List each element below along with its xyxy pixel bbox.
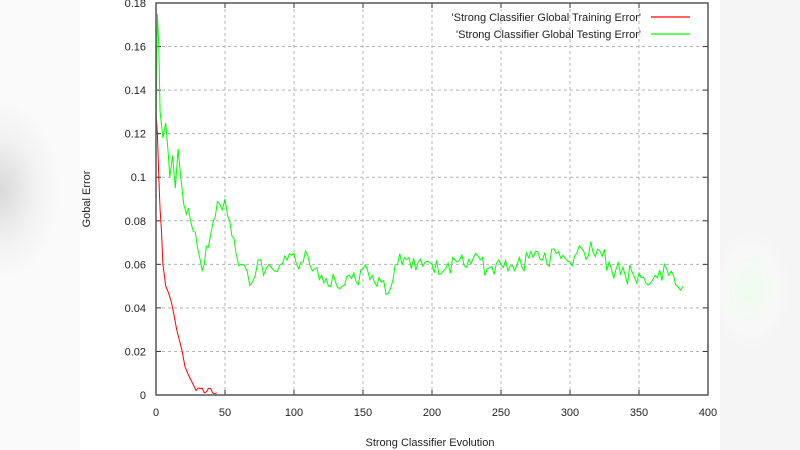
chart-canvas	[80, 0, 720, 450]
legend-label-testing: 'Strong Classifier Global Testing Error'	[456, 29, 641, 41]
x-tick-label: 350	[630, 407, 648, 419]
axis-ticks	[155, 2, 709, 396]
training-error-line	[155, 111, 217, 395]
y-tick-label: 0.16	[125, 42, 146, 54]
x-tick-labels: 0 50 100 150 200 250 300 350 400	[153, 407, 717, 419]
y-axis-label: Gobal Error	[81, 170, 93, 227]
y-tick-label: 0.18	[125, 0, 146, 10]
y-tick-label: 0.06	[125, 259, 146, 271]
y-tick-label: 0.04	[125, 303, 146, 315]
legend: 'Strong Classifier Global Training Error…	[452, 12, 690, 41]
y-tick-label: 0.08	[125, 216, 146, 228]
x-tick-label: 250	[492, 407, 510, 419]
x-axis-label: Strong Classifier Evolution	[365, 437, 494, 449]
background-right	[720, 0, 800, 450]
x-tick-label: 300	[561, 407, 579, 419]
y-tick-label: 0	[140, 390, 146, 402]
x-tick-label: 0	[153, 407, 159, 419]
y-tick-label: 0.14	[125, 85, 146, 97]
x-tick-label: 400	[699, 407, 717, 419]
y-tick-label: 0.1	[131, 172, 146, 184]
testing-error-line	[155, 13, 684, 295]
x-tick-label: 150	[354, 407, 372, 419]
grid-lines	[156, 3, 708, 395]
legend-label-training: 'Strong Classifier Global Training Error…	[452, 12, 641, 24]
x-tick-label: 50	[219, 407, 231, 419]
y-tick-label: 0.12	[125, 129, 146, 141]
plot-frame	[155, 2, 709, 396]
data-series	[155, 13, 684, 395]
x-tick-label: 200	[423, 407, 441, 419]
y-tick-labels: 0 0.02 0.04 0.06 0.08 0.1 0.12 0.14 0.16 0.18	[125, 0, 146, 402]
y-tick-label: 0.02	[125, 346, 146, 358]
x-tick-label: 100	[285, 407, 303, 419]
